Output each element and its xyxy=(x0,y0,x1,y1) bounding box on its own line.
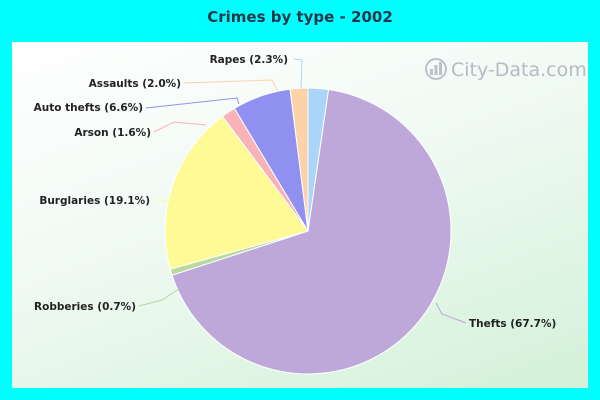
slice-label: Rapes (2.3%) xyxy=(210,54,288,66)
watermark-text: City-Data.com xyxy=(451,59,587,81)
plot-area: City-Data.com Rapes (2.3%) Thefts (67.7%)… xyxy=(12,42,588,388)
pie-slices xyxy=(164,87,452,375)
slice-label: Burglaries (19.1%) xyxy=(39,195,150,207)
slice-label: Arson (1.6%) xyxy=(74,127,151,139)
watermark-icon xyxy=(425,58,447,80)
watermark: City-Data.com xyxy=(425,58,587,81)
slice-labels: Rapes (2.3%) Thefts (67.7%) Robberies (0.7… xyxy=(34,54,557,330)
leader-line xyxy=(183,79,279,93)
pie-slice xyxy=(171,88,452,375)
pie-slice xyxy=(289,87,309,232)
chart-title: Crimes by type - 2002 xyxy=(207,8,393,26)
pie-chart: City-Data.com Rapes (2.3%) Thefts (67.7%)… xyxy=(34,54,587,375)
leader-line xyxy=(435,302,467,324)
slice-label: Auto thefts (6.6%) xyxy=(34,102,143,114)
pie-slice xyxy=(164,115,309,270)
slice-label: Thefts (67.7%) xyxy=(469,318,556,330)
leader-line xyxy=(153,199,176,207)
leader-line xyxy=(153,121,207,133)
leader-lines xyxy=(138,58,467,324)
slice-label: Assaults (2.0%) xyxy=(89,78,181,90)
slice-label: Robberies (0.7%) xyxy=(34,301,136,313)
leader-line xyxy=(293,58,303,89)
leader-line xyxy=(138,288,180,307)
leader-line xyxy=(145,97,240,109)
